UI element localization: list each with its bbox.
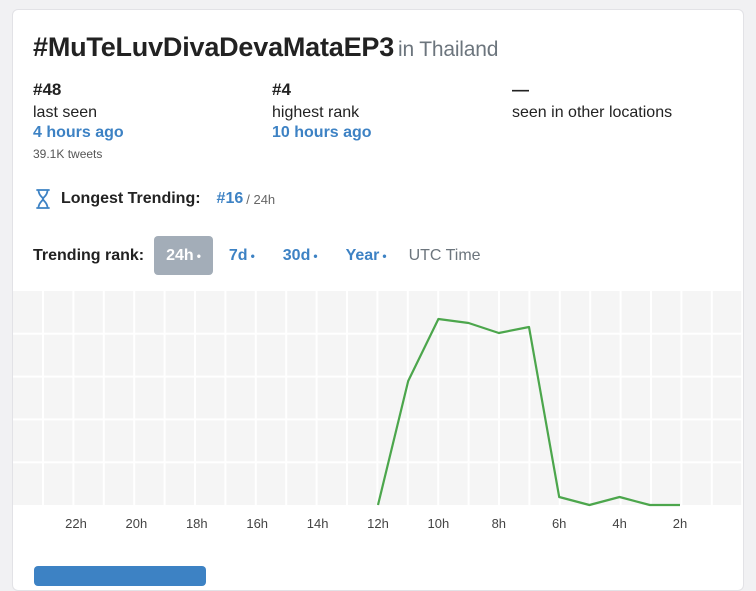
tab-30d[interactable]: 30d • (271, 236, 330, 275)
x-tick-label: 8h (492, 516, 506, 531)
x-tick-label: 16h (246, 516, 268, 531)
stat-last-seen: #48 last seen 4 hours ago 39.1K tweets (33, 80, 124, 161)
x-tick-label: 10h (428, 516, 450, 531)
x-tick-label: 18h (186, 516, 208, 531)
stat-highest-rank: #4 highest rank 10 hours ago (272, 80, 372, 143)
x-tick-label: 20h (126, 516, 148, 531)
trending-rank-bar: Trending rank: 24h • 7d • 30d • Year • UTC T… (33, 236, 481, 275)
tab-dot: • (196, 249, 201, 263)
tab-dot: • (250, 249, 255, 263)
stat-label: seen in other locations (512, 104, 673, 121)
trend-card: #MuTeLuvDivaDevaMataEP3 in Thailand #48 l… (12, 9, 744, 591)
tab-label: 24h (166, 247, 194, 264)
stat-label: last seen (33, 104, 98, 121)
x-tick-label: 4h (612, 516, 626, 531)
trending-rank-label: Trending rank: (33, 246, 145, 264)
stat-value: #4 (272, 80, 291, 99)
x-tick-label: 12h (367, 516, 389, 531)
longest-trending: Longest Trending: #16 / 24h (35, 189, 275, 209)
stat-time-link[interactable]: 4 hours ago (33, 124, 124, 141)
tweet-count: 39.1K tweets (33, 147, 103, 161)
stat-other-locations: — seen in other locations (512, 80, 672, 123)
trend-line (376, 317, 680, 507)
location-label: in Thailand (398, 38, 499, 61)
tab-label: Year (345, 247, 380, 264)
utc-time-toggle[interactable]: UTC Time (408, 246, 481, 264)
x-tick-label: 2h (673, 516, 687, 531)
stat-value: — (512, 80, 529, 99)
tab-dot: • (382, 249, 387, 263)
x-tick-label: 6h (552, 516, 566, 531)
tab-label: 30d (282, 247, 311, 264)
tab-label: 7d (228, 247, 248, 264)
longest-trending-rank[interactable]: #16 (216, 190, 244, 207)
trending-rank-chart: 22h 20h 18h 16h 14h 12h 10h 8h 6h 4h 2h (13, 291, 743, 531)
longest-trending-label: Longest Trending: (61, 190, 201, 207)
tab-7d[interactable]: 7d • (217, 236, 267, 275)
x-tick-label: 14h (307, 516, 329, 531)
longest-trending-period: / 24h (246, 191, 276, 207)
hourglass-icon (36, 189, 50, 209)
bottom-button[interactable] (34, 566, 206, 586)
page-title: #MuTeLuvDivaDevaMataEP3 in Thailand (33, 32, 498, 63)
hashtag-title: #MuTeLuvDivaDevaMataEP3 (33, 32, 395, 62)
x-tick-label: 22h (65, 516, 87, 531)
stat-label: highest rank (272, 104, 360, 121)
tab-24h[interactable]: 24h • (154, 236, 213, 275)
stat-time-link[interactable]: 10 hours ago (272, 124, 372, 141)
tab-year[interactable]: Year • (334, 236, 399, 275)
stat-value: #48 (33, 80, 62, 99)
tab-dot: • (313, 249, 318, 263)
